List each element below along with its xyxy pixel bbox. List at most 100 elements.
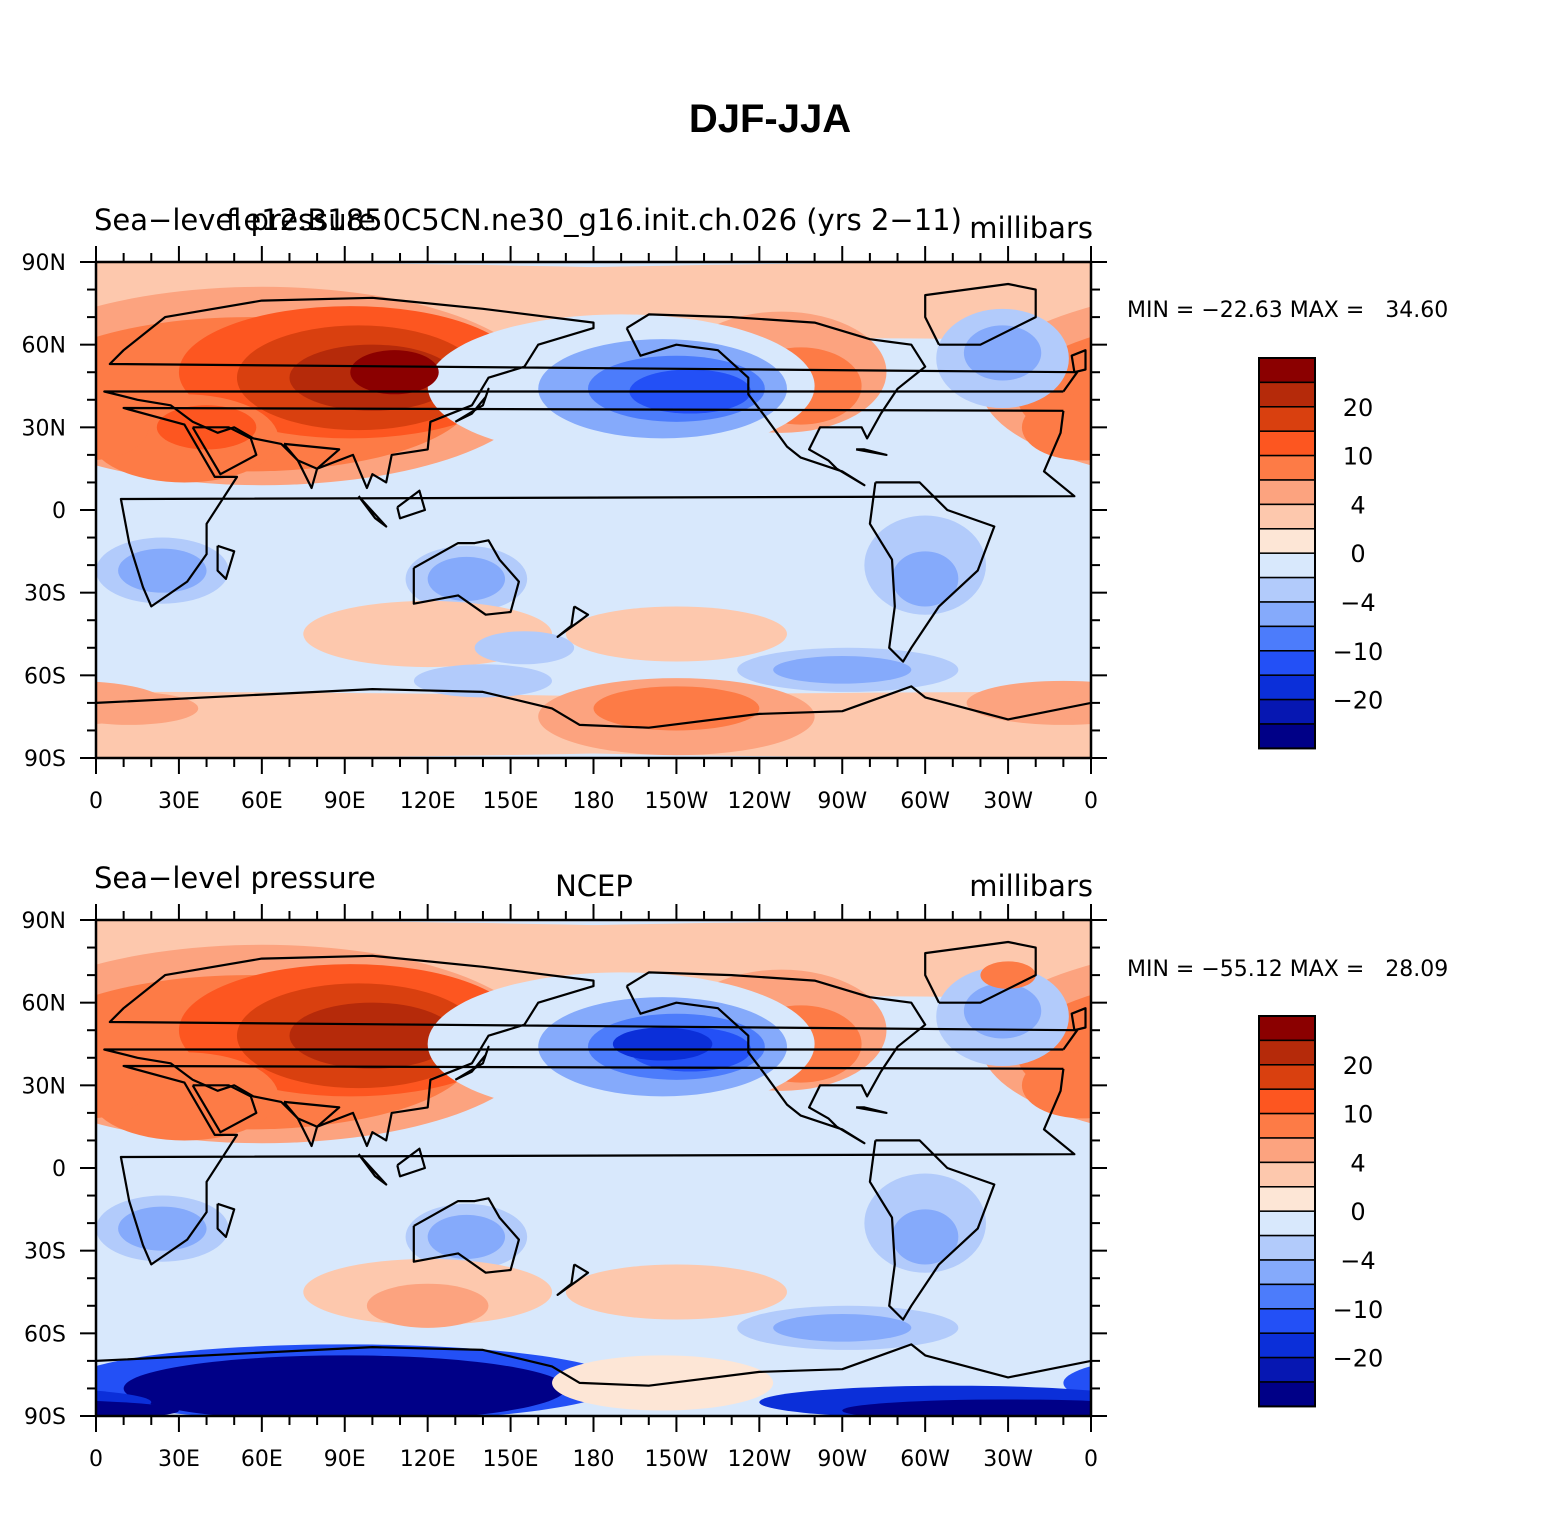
longitude-label: 120E: [400, 1447, 456, 1472]
contour-patch: [1423, 972, 1541, 1115]
colorbar-label: 20: [1343, 394, 1374, 422]
coastline: [96, 685, 1091, 729]
contour-patch: [1119, 1355, 1541, 1421]
colorbar-box: [1258, 528, 1316, 554]
longitude-label: 150W: [645, 1447, 709, 1472]
latitude-label: 30S: [24, 582, 66, 607]
colorbar: 20 10 4 0 −4 −10 −20: [1258, 357, 1384, 750]
coastline: [283, 1100, 341, 1148]
contour-patch: [1345, 350, 1433, 394]
contour-patch: [1021, 394, 1091, 461]
coastline: [103, 296, 1079, 490]
colorbar-box: [1258, 552, 1316, 579]
coastline: [556, 605, 590, 638]
contour-patch: [1533, 678, 1541, 755]
longitude-label: 150W: [645, 789, 709, 814]
panel-ncep: 90N 60N 30N 0 30S 60S 90S 0 30E 60E 90E 120E 150E 18…: [22, 861, 1541, 1472]
colorbar-box: [1258, 723, 1316, 750]
contour-patch: [1401, 1204, 1523, 1270]
colorbar-box: [1258, 1283, 1316, 1310]
longitude-labels: 0 30E 60E 90E 120E 150E 180 150W 120W 90W 60W 30W 0: [89, 789, 1098, 814]
longitude-label: 60E: [241, 789, 283, 814]
coastline: [625, 313, 927, 487]
latitude-label: 90S: [24, 747, 66, 772]
contour-patch: [289, 1002, 456, 1069]
coastline: [216, 1202, 236, 1238]
colorbar-box: [1258, 650, 1316, 676]
colorbar-label: 10: [1343, 1101, 1374, 1129]
axis-ticks: [80, 246, 1107, 774]
contour-patch: [413, 664, 553, 698]
coastline: [868, 1139, 996, 1321]
contour-patch: [565, 1264, 787, 1320]
coastline: [191, 1084, 258, 1134]
coastline: [357, 1153, 388, 1186]
longitude-label: 60W: [900, 789, 950, 814]
longitude-labels: 0 30E 60E 90E 120E 150E 180 150W 120W 90W 60W 30W 0: [89, 1447, 1098, 1472]
contour-patch: [1423, 557, 1500, 601]
colorbar-label: 0: [1350, 540, 1365, 568]
colorbar-label: 10: [1343, 443, 1374, 471]
contour-patch: [1401, 546, 1523, 612]
contour-patch: [1409, 664, 1541, 697]
colorbar-label: −20: [1333, 687, 1384, 715]
colorbar-box: [1258, 1088, 1316, 1115]
colorbar-box: [1258, 479, 1316, 506]
colorbar-box: [1258, 1308, 1316, 1334]
contour-patch: [1091, 538, 1224, 604]
colorbar-label: 4: [1350, 1149, 1365, 1177]
panel-left-title: Sea−level pressure: [94, 203, 376, 237]
longitude-label: 90W: [817, 789, 867, 814]
contour-patch: [963, 983, 1042, 1039]
coastline: [1070, 349, 1087, 374]
colorbar-label: −20: [1333, 1345, 1384, 1373]
coastline: [283, 442, 341, 490]
longitude-label: 0: [1084, 1447, 1098, 1472]
colorbar-box: [1258, 1161, 1316, 1188]
longitude-label: 90W: [817, 1447, 867, 1472]
colorbar-box: [1258, 1186, 1316, 1212]
coastline: [191, 426, 258, 476]
latitude-label: 0: [52, 499, 66, 524]
min-max-readout: MIN = −22.63 MAX = 34.60: [1127, 298, 1448, 323]
contour-patch: [1085, 423, 1091, 454]
latitude-labels: 90N 60N 30N 0 30S 60S 90S: [22, 909, 66, 1430]
contour-patch: [366, 1283, 489, 1328]
longitude-label: 0: [1084, 789, 1098, 814]
contour-patch: [565, 606, 787, 662]
colorbar-box: [1258, 1381, 1316, 1408]
latitude-label: 30N: [22, 416, 66, 441]
contour-patch: [612, 1027, 713, 1061]
colorbar-box: [1258, 503, 1316, 530]
colorbar-label: 20: [1343, 1052, 1374, 1080]
contour-patch: [1055, 693, 1091, 723]
colorbar-box: [1258, 1332, 1316, 1359]
colorbar-box: [1258, 1234, 1316, 1261]
contour-patch: [1113, 1207, 1201, 1251]
coastline: [412, 1197, 520, 1274]
colorbar-box: [1258, 406, 1316, 432]
latitude-label: 60N: [22, 992, 66, 1017]
latitude-label: 90N: [22, 909, 66, 934]
longitude-label: 120W: [727, 1447, 791, 1472]
colorbar-box: [1258, 357, 1316, 384]
colorbar-box: [1258, 698, 1316, 725]
longitude-label: 180: [573, 789, 615, 814]
colorbar-box: [1258, 430, 1316, 457]
coastline: [119, 406, 1076, 608]
contour-patch: [1152, 405, 1252, 449]
coastline: [103, 954, 1079, 1148]
colorbar-box: [1258, 454, 1316, 481]
colorbar-box: [1258, 1112, 1316, 1139]
coastline: [216, 544, 236, 580]
coastline: [1070, 1007, 1087, 1032]
contour-patch: [118, 548, 207, 593]
panel-units: millibars: [969, 211, 1093, 245]
latitude-label: 30N: [22, 1074, 66, 1099]
contour-patch: [123, 1355, 566, 1416]
longitude-label: 30E: [158, 1447, 200, 1472]
contour-patch: [1423, 1215, 1500, 1259]
panel-center-title: f.e12.B1850C5CN.ne30_g16.init.ch.026 (yr…: [226, 203, 962, 237]
contour-patch: [773, 1314, 912, 1342]
coastline: [96, 1343, 1091, 1387]
